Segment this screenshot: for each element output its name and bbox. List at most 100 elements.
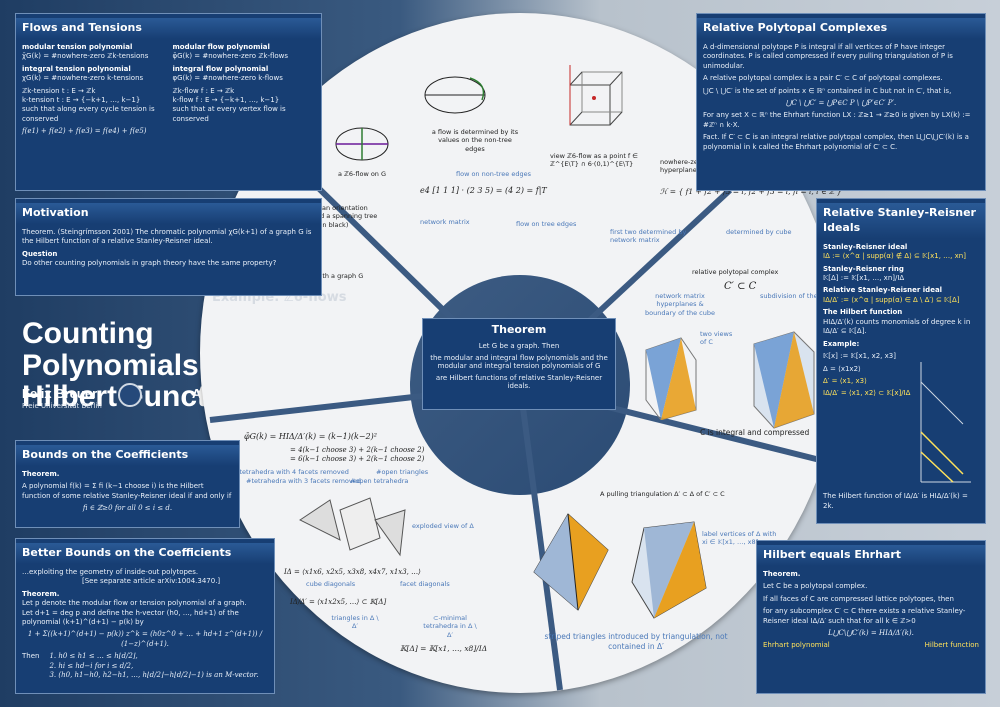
main-theorem-line-1: Let G be a graph. Then (478, 342, 560, 350)
hilbert-def: HIΔ/Δ′(k) counts monomials of degree k i… (823, 317, 971, 336)
subdivision-label: subdivision of the cube (760, 292, 836, 300)
flow-int-def: φG(k) = #nowhere-zero k-flows (172, 74, 283, 83)
example-delta-prime: Δ′ = ⟨x1, x3⟩ (823, 376, 867, 385)
two-views-label: two views of C (700, 330, 733, 347)
relcomplex-caption: relative polytopal complex (692, 268, 779, 276)
better-theorem-label: Theorem. (22, 589, 60, 598)
flow-tree-label: flow on tree edges (516, 220, 577, 228)
c-integral-caption: C is integral and compressed (700, 428, 810, 437)
better-line-2: Let d+1 = deg p and define the h-vector … (22, 608, 239, 627)
rsr-heading: Relative Stanley-Reisner Ideals (817, 203, 985, 239)
striped-caption: striped triangles introduced by triangul… (544, 632, 728, 651)
bounds-panel: Bounds on the Coefficients Theorem. A po… (15, 440, 240, 528)
relpoly-p3b: ⋃C \ ⋃C′ = ⋃P∈C P \ ⋃P′∈C′ P′. (785, 99, 897, 108)
sr-ring-heading: Stanley-Reisner ring (823, 264, 904, 273)
condition-2: 2. hi ≤ hd−i for i ≤ d/2, (49, 661, 134, 670)
tetra4-label: #tetrahedra with 4 facets removed (234, 468, 349, 476)
zflow-caption: a ℤ6-flow on G (338, 170, 387, 178)
pulling-caption: A pulling triangulation Δ′ ⊂ Δ of C′ ⊂ C (600, 490, 725, 498)
kflow-def: k-flow f : E → {−k+1, …, k−1} (172, 96, 280, 105)
triangles-label: triangles in Δ \ Δ′ (331, 614, 379, 631)
example-delta: Δ = ⟨x1x2⟩ (823, 364, 861, 373)
complex-view-2 (753, 331, 815, 429)
network-hyperplanes-label: network matrix hyperplanes & boundary of… (645, 292, 715, 317)
flow-determined-caption: a flow is determined by its values on th… (431, 128, 519, 153)
ehrhart-poly-label: Ehrhart polynomial (763, 641, 830, 650)
ehrhart-equation: L⋃C\⋃C′(k) = HIΔ/Δ′(k). (828, 629, 914, 638)
sr-ideal-heading: Stanley-Reisner ideal (823, 242, 908, 251)
motivation-panel: Motivation Theorem. (Steingrímsson 2001)… (15, 198, 322, 296)
flow-nontree-label: flow on non-tree edges (456, 170, 531, 178)
cube-diagonals-label: cube diagonals (306, 580, 356, 588)
author-1-affiliation: Freie Universität Berlin (22, 402, 102, 410)
tension-int-heading: integral tension polynomial (22, 64, 131, 73)
author-1-name: Felix Breuer (22, 386, 98, 401)
ztension-def: ℤk-tension t : E → ℤk (22, 86, 96, 95)
university-seal (118, 383, 142, 407)
open-tetra-label: #open tetrahedra (350, 477, 409, 485)
label-vertices-caption: label vertices of Δ with xi ∈ 𝕂[x1, …, x… (702, 530, 777, 547)
tension-int-def: χG(k) = #nowhere-zero k-tensions (22, 74, 144, 83)
hilbert-fn-label: Hilbert function (924, 641, 979, 650)
start-graph-caption: start with a graph G (298, 272, 364, 280)
bounds-text-2: fi ∈ ℤ≥0 for all 0 ≤ i ≤ d. (82, 504, 173, 513)
rel-sr-heading: Relative Stanley-Reisner ideal (823, 286, 943, 295)
bounds-heading: Bounds on the Coefficients (16, 445, 239, 466)
main-theorem-heading: Theorem (491, 323, 547, 336)
view-as-point-caption: view ℤ6-flow as a point f ∈ ℤ^{E\T} ∩ 6·… (550, 152, 638, 169)
hilbert-ehrhart-panel: Hilbert equals Ehrhart Theorem. Let C be… (756, 540, 986, 694)
exploded-view-diagram (299, 497, 406, 557)
phi-expansion: = 4(k−1 choose 3) + 2(k−1 choose 2) = 6(… (290, 446, 425, 464)
relpoly-p3: ⋃C \ ⋃C′ is the set of points x ∈ ℝⁿ con… (703, 86, 952, 95)
ehrhart-heading: Hilbert equals Ehrhart (757, 545, 985, 566)
better-then: Then (22, 652, 40, 661)
condition-1: 1. h0 ≤ h1 ≤ … ≤ h⌊d/2⌋, (49, 652, 138, 661)
better-bounds-panel: Better Bounds on the Coefficients …explo… (15, 538, 275, 694)
example-ring: 𝕂[x] := 𝕂[x1, x2, x3] (823, 352, 896, 361)
ehrhart-line-2: If all faces of C are compressed lattice… (763, 594, 954, 603)
example-hilbert: The Hilbert function of IΔ/Δ′ is HIΔ/Δ′(… (823, 492, 968, 510)
flow-condition: such that at every vertex flow is conser… (172, 105, 286, 123)
tetra3-label: #tetrahedra with 3 facets removed (246, 477, 361, 485)
motivation-heading: Motivation (16, 203, 321, 224)
tension-condition: such that along every cycle tension is c… (22, 105, 155, 123)
flows-tensions-panel: Flows and Tensions modular tension polyn… (15, 13, 322, 191)
better-formula: 1 + Σ((k+1)^(d+1) − p(k)) z^k = (h0z^0 +… (27, 630, 263, 648)
relpoly-p2: A relative polytopal complex is a pair C… (703, 74, 943, 83)
relpoly-heading: Relative Polytopal Complexes (697, 18, 985, 39)
relpoly-p1: A d-dimensional polytope P is integral i… (703, 42, 953, 70)
flow-mod-heading: modular flow polynomial (172, 42, 270, 51)
k-delta-formula: 𝕂[Δ] = 𝕂[x1, …, x8]/IΔ (400, 644, 488, 653)
relpoly-p4: For any set X ⊂ ℝⁿ the Ehrhart function … (703, 111, 971, 129)
sr-ring-def: 𝕂[Δ] := 𝕂[x1, …, xn]/IΔ (823, 274, 905, 282)
tension-mod-heading: modular tension polynomial (22, 42, 133, 51)
triangulation-left (533, 513, 609, 611)
network-matrix-formula: e4 [1 1 1] · (2 3 5) = (4 2) = f|T (420, 186, 547, 195)
flow-determined-diagram (424, 76, 486, 114)
flow-int-heading: integral flow polynomial (172, 64, 269, 73)
example-ideal: IΔ/Δ′ = ⟨x1, x2⟩ ⊂ 𝕂[x]/IΔ (823, 389, 911, 398)
better-ref: [See separate article arXiv:1004.3470.] (82, 577, 221, 586)
exploded-caption: exploded view of Δ (412, 522, 474, 530)
i-rel-formula: IΔ/Δ′ = ⟨x1x2x5, …⟩ ⊂ 𝕂[Δ] (290, 598, 387, 606)
flows-heading: Flows and Tensions (16, 18, 321, 39)
hyperplane-system: ℋ = { f1 + f2 + f3 = l, f2 + f3 = l, fi … (660, 187, 842, 196)
flow-mod-def: φ̄G(k) = #nowhere-zero ℤk-flows (172, 52, 289, 61)
question-label: Question (22, 249, 58, 258)
main-theorem-line-2: the modular and integral flow polynomial… (430, 354, 608, 370)
rel-sr-def: IΔ/Δ′ := ⟨x^α | supp(α) ∈ Δ \ Δ′⟩ ⊆ 𝕂[Δ] (823, 295, 960, 304)
rsr-ideals-panel: Relative Stanley-Reisner Ideals Stanley-… (816, 198, 986, 524)
phi-formula: φ̄G(k) = HIΔ/Δ′(k) = (k−1)(k−2)² (244, 432, 377, 441)
network-matrix-label: network matrix (420, 218, 470, 226)
sr-ideal-def: IΔ := ⟨x^α | supp(α) ∉ Δ⟩ ⊆ 𝕂[x1, …, xn] (823, 252, 966, 261)
better-intro: …exploiting the geometry of inside-out p… (22, 567, 199, 576)
ehrhart-line-1: Let C be a polytopal complex. (763, 582, 868, 591)
ktension-def: k-tension t : E → {−k+1, …, k−1} (22, 96, 141, 105)
main-theorem-line-3: are Hilbert functions of relative Stanle… (435, 374, 603, 390)
unit-cube-diagram (569, 65, 623, 126)
main-theorem-panel: Theorem Let G be a graph. Then the modul… (422, 318, 616, 410)
better-bounds-heading: Better Bounds on the Coefficients (16, 543, 274, 564)
first-two-label: first two determined by network matrix (610, 228, 687, 245)
question-text: Do other counting polynomials in graph t… (22, 259, 277, 268)
c-prime-c-formula: C′ ⊂ C (724, 281, 757, 292)
